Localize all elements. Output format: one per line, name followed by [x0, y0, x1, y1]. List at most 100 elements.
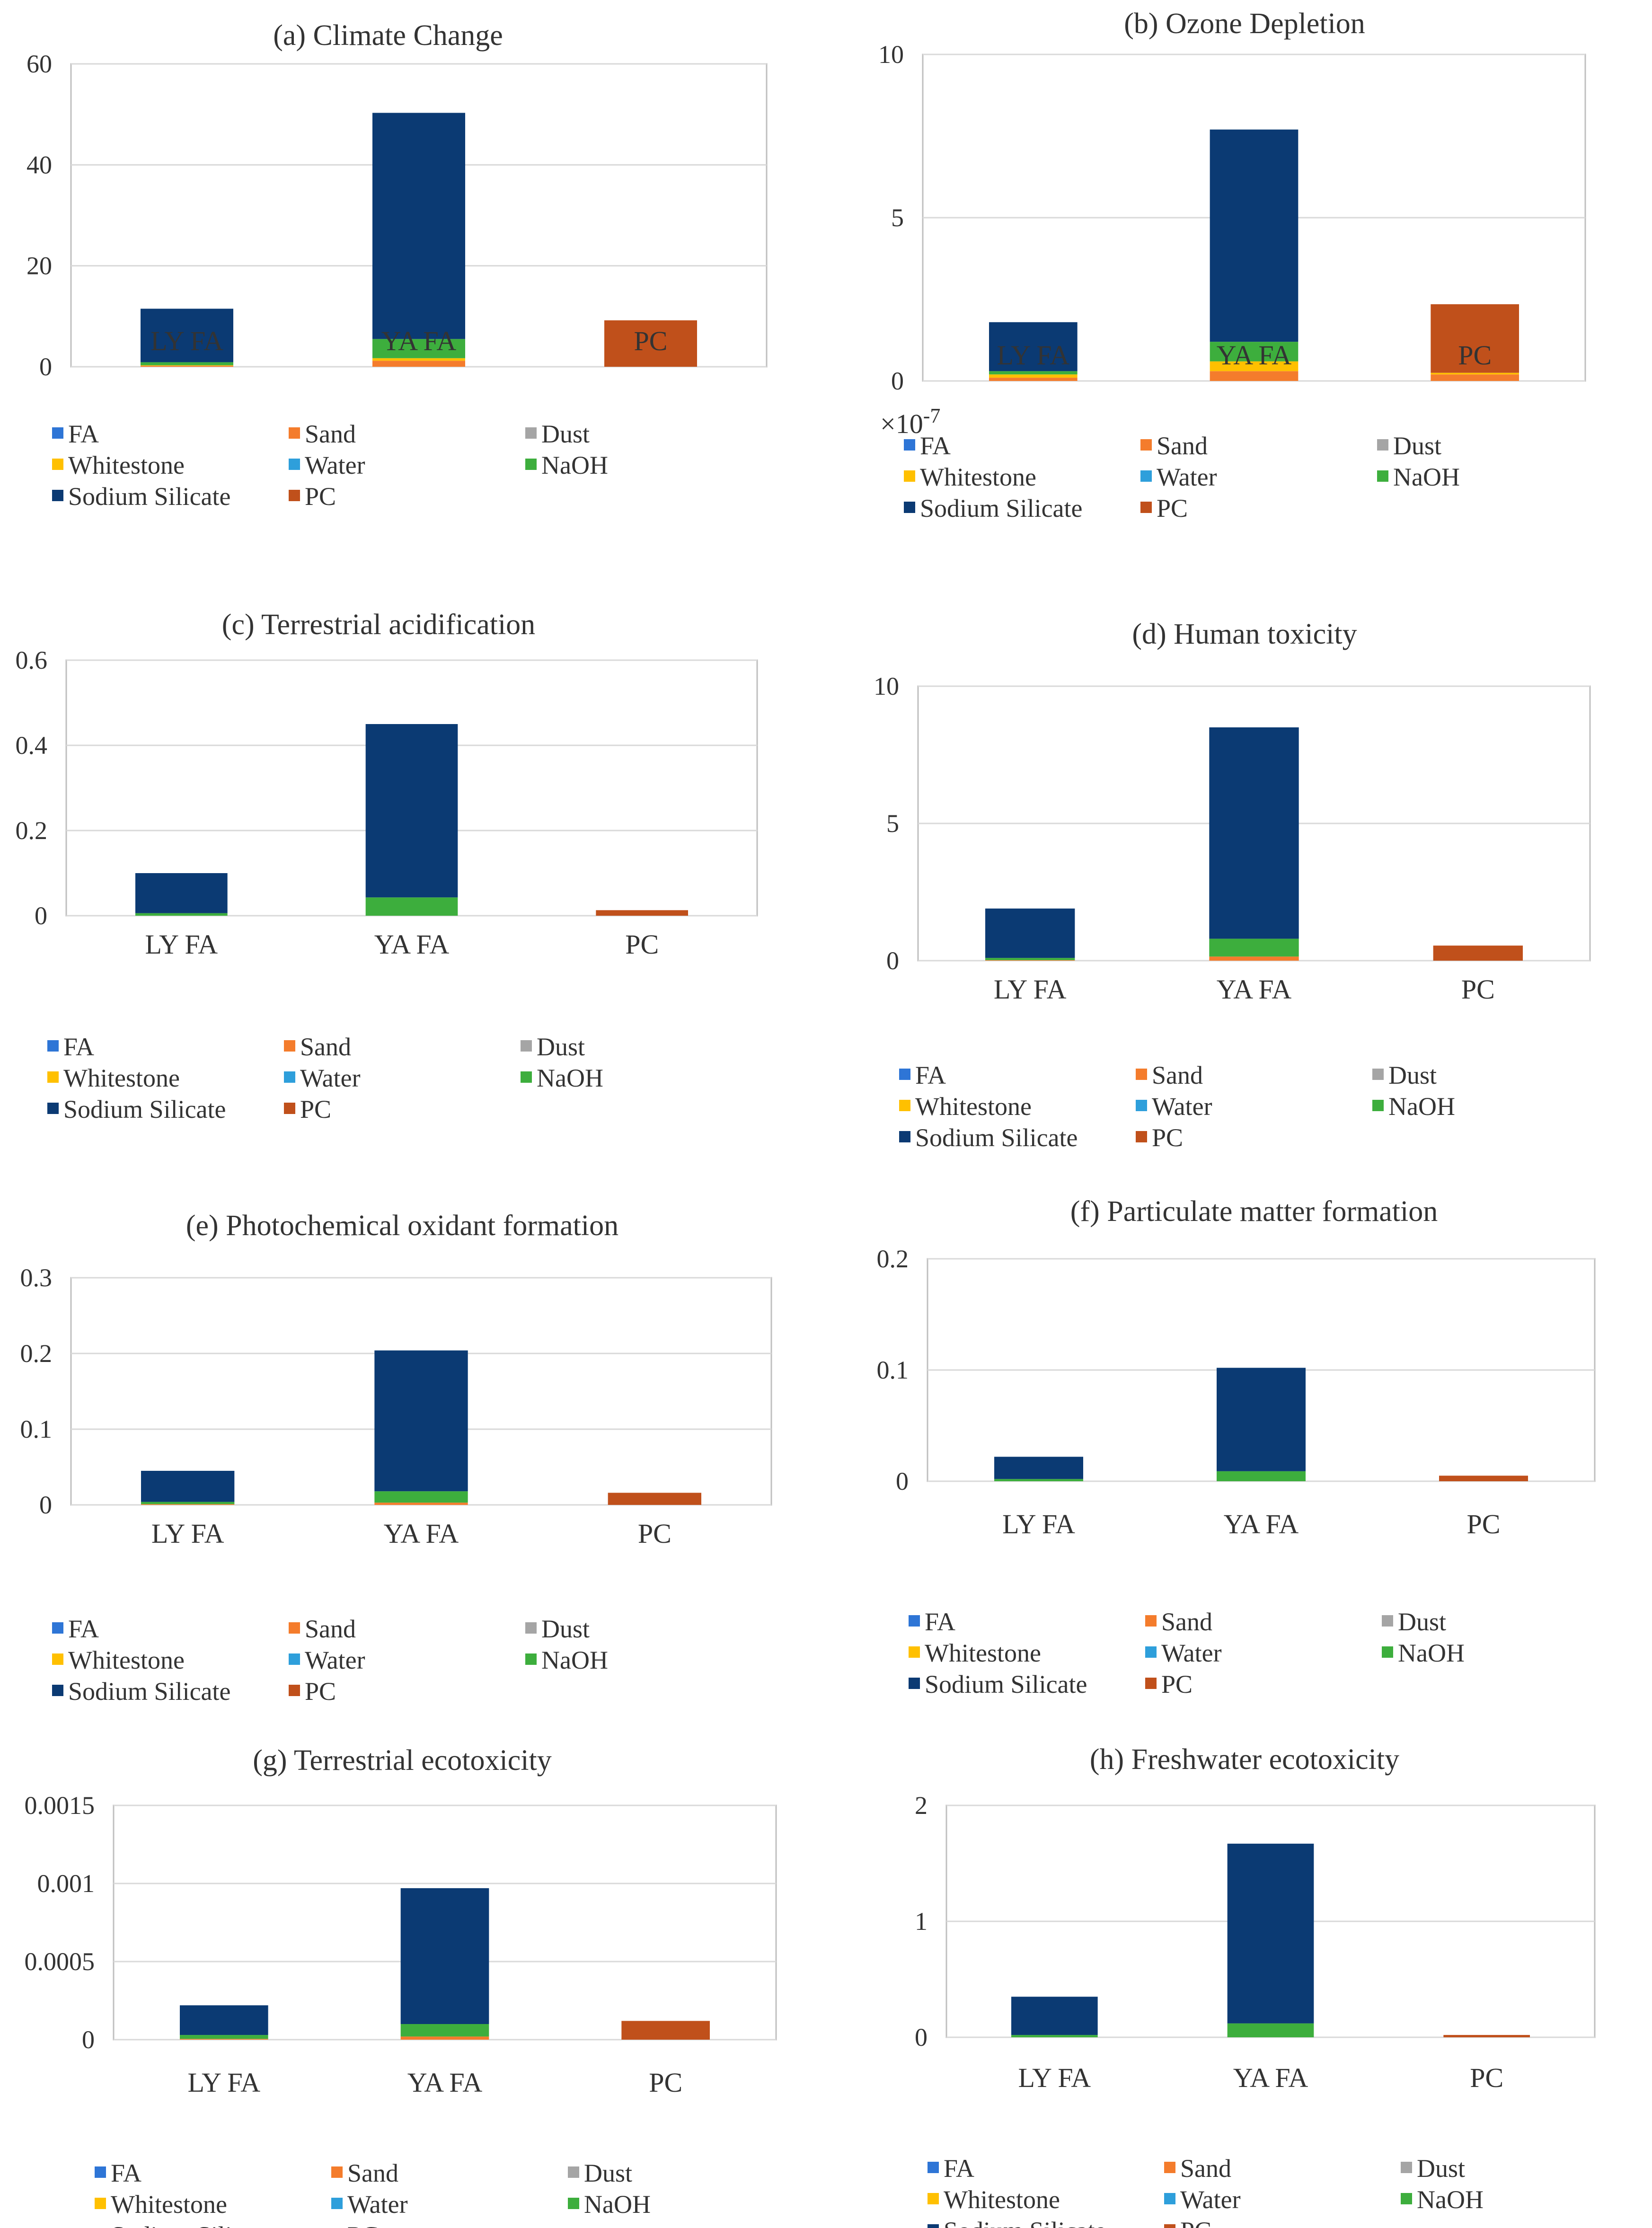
legend-label-whitestone: Whitestone — [68, 451, 185, 479]
y-tick-label: 0.4 — [16, 731, 48, 760]
legend-label-sand: Sand — [305, 420, 356, 448]
bar-ly-fa-naoh — [994, 1479, 1083, 1481]
y-tick-label: 0.2 — [20, 1339, 53, 1368]
legend-label-sand: Sand — [1180, 2154, 1231, 2183]
legend-label-whitestone: Whitestone — [944, 2185, 1060, 2214]
category-label: LY FA — [997, 340, 1069, 371]
legend-swatch-fa — [909, 1615, 920, 1627]
y-tick-label: 0.1 — [877, 1356, 909, 1384]
bar-ya-fa-whitestone — [1210, 361, 1299, 371]
legend-swatch-sand — [284, 1040, 295, 1052]
legend-swatch-fa — [95, 2166, 106, 2178]
legend-swatch-pc — [1164, 2224, 1175, 2228]
legend-label-whitestone: Whitestone — [63, 1064, 180, 1092]
legend-label-sodium-silicate: Sodium Silicate — [944, 2217, 1106, 2228]
legend-swatch-dust — [1372, 1069, 1384, 1080]
bar-ly-fa-sodium-silicate — [994, 1457, 1083, 1479]
legend-label-water: Water — [1180, 2185, 1241, 2214]
bar-ya-fa-naoh — [400, 2024, 489, 2037]
legend-swatch-water — [289, 459, 300, 470]
bar-ya-fa-naoh — [1217, 1471, 1306, 1481]
legend-label-pc: PC — [1180, 2217, 1211, 2228]
bar-ya-fa-sodium-silicate — [400, 1888, 489, 2024]
legend-label-dust: Dust — [1393, 432, 1441, 460]
chart-panel-human-toxicity: 0 5 10 (d) Human toxicity LY FA YA FA PC FA Sand… — [828, 592, 1652, 1159]
legend-label-water: Water — [1161, 1639, 1222, 1667]
chart-panel-freshwater-ecotoxicity: 0 1 2 (h) Freshwater ecotoxicity LY FA YA FA P… — [828, 1727, 1652, 2228]
legend-swatch-pc — [289, 1685, 300, 1696]
y-tick-label: 5 — [886, 809, 899, 838]
legend-swatch-dust — [1401, 2162, 1412, 2173]
chart-panel-climate-change: 0 20 40 60 (a) Climate Change LY FA YA FA PC FA S… — [0, 9, 823, 554]
legend-swatch-sodium-silicate — [909, 1678, 920, 1689]
legend-swatch-dust — [1382, 1615, 1393, 1627]
legend-label-sand: Sand — [1152, 1061, 1203, 1089]
legend-swatch-naoh — [1382, 1646, 1393, 1658]
legend-swatch-whitestone — [95, 2198, 106, 2209]
legend-swatch-sand — [1164, 2162, 1175, 2173]
category-label: YA FA — [384, 1518, 459, 1549]
chart-svg-freshwater-ecotoxicity: 0 1 2 (h) Freshwater ecotoxicity LY FA YA FA P… — [915, 1743, 1596, 2228]
bar-ly-fa-sodium-silicate — [989, 322, 1078, 371]
legend-label-whitestone: Whitestone — [920, 463, 1036, 491]
legend-swatch-water — [1136, 1100, 1147, 1111]
legend-label-water: Water — [305, 451, 365, 479]
chart-svg-climate-change: 0 20 40 60 (a) Climate Change LY FA YA FA PC FA S… — [27, 19, 768, 511]
bar-ya-fa-sand — [374, 1503, 468, 1505]
legend-label-water: Water — [300, 1064, 361, 1092]
legend-label-fa: FA — [111, 2159, 141, 2187]
legend-swatch-naoh — [1401, 2193, 1412, 2204]
bar-ya-fa-naoh — [374, 1491, 468, 1503]
chart-title: (h) Freshwater ecotoxicity — [1090, 1743, 1399, 1776]
bar-ya-fa-whitestone — [372, 358, 465, 361]
bar-pc-sand — [1431, 374, 1519, 381]
legend-label-sand: Sand — [300, 1033, 351, 1061]
legend-label-dust: Dust — [541, 1615, 590, 1643]
category-label: PC — [625, 929, 659, 960]
legend-label-dust: Dust — [1388, 1061, 1437, 1089]
bar-pc-pc — [1443, 2035, 1530, 2037]
legend-label-pc: PC — [305, 1677, 336, 1706]
bar-ya-fa-sodium-silicate — [1227, 1843, 1314, 2024]
legend-label-whitestone: Whitestone — [111, 2190, 227, 2219]
category-label: PC — [649, 2067, 682, 2098]
legend-swatch-naoh — [1377, 470, 1388, 482]
legend-swatch-sand — [1140, 439, 1152, 451]
legend-swatch-dust — [1377, 439, 1388, 451]
y-tick-label: 0 — [35, 902, 47, 930]
bar-pc-pc — [596, 910, 688, 916]
legend-label-water: Water — [1157, 463, 1217, 491]
y-tick-label: 0.2 — [16, 816, 48, 845]
legend-label-pc: PC — [1157, 494, 1188, 522]
legend-label-sand: Sand — [1161, 1608, 1212, 1636]
y-tick-label: 1 — [915, 1907, 928, 1936]
legend-label-pc: PC — [1161, 1670, 1193, 1698]
legend-swatch-pc — [289, 490, 300, 501]
bar-ya-fa-sand — [1209, 956, 1299, 961]
bar-ya-fa-naoh — [365, 897, 458, 916]
bar-ya-fa-naoh — [1209, 938, 1299, 957]
bar-ya-fa-sodium-silicate — [1209, 727, 1299, 939]
legend-label-naoh: NaOH — [537, 1064, 603, 1092]
y-tick-label: 0 — [82, 2025, 95, 2054]
category-label: LY FA — [151, 1518, 224, 1549]
legend-swatch-naoh — [525, 1653, 537, 1665]
legend-swatch-fa — [904, 439, 915, 451]
chart-panel-photochemical-oxidant: 0 0.1 0.2 0.3 (e) Photochemical oxidant form… — [0, 1183, 823, 1718]
category-label: YA FA — [381, 326, 457, 356]
legend-label-sodium-silicate: Sodium Silicate — [68, 1677, 231, 1706]
legend-label-fa: FA — [925, 1608, 955, 1636]
legend-label-sodium-silicate: Sodium Silicate — [925, 1670, 1087, 1698]
legend-label-dust: Dust — [584, 2159, 632, 2187]
legend-swatch-pc — [1140, 502, 1152, 513]
legend-label-sodium-silicate: Sodium Silicate — [915, 1123, 1078, 1152]
bar-pc-whitestone — [1431, 372, 1519, 375]
bar-ly-fa-sand — [985, 960, 1075, 961]
legend-swatch-dust — [521, 1040, 532, 1052]
legend-swatch-water — [1145, 1646, 1157, 1658]
y-tick-label: 0.001 — [37, 1869, 95, 1898]
bar-ly-fa-sodium-silicate — [135, 873, 228, 913]
chart-title: (c) Terrestrial acidification — [222, 609, 535, 641]
legend-label-fa: FA — [915, 1061, 946, 1089]
legend-label-fa: FA — [944, 2154, 974, 2183]
